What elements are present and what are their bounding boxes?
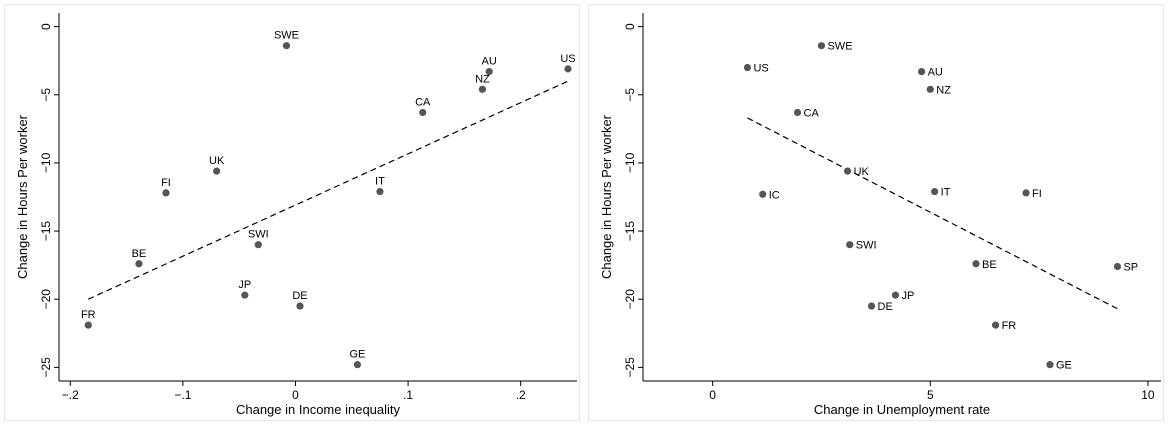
y-tick-label: −5: [39, 88, 53, 102]
x-tick-label: .1: [403, 388, 413, 402]
y-tick-label: −10: [39, 152, 53, 173]
data-point-label: FR: [81, 309, 96, 321]
data-point-label: NZ: [936, 84, 951, 96]
fitted-trend-line: [88, 80, 569, 300]
data-point-label: SWI: [248, 229, 269, 241]
data-point-ge: [353, 361, 362, 369]
right-scatter-plot: 0 −5 −10 −15 −20 −25 0 5 10 Change in Unemploymen…: [599, 13, 1161, 417]
y-tick-label: −10: [623, 152, 637, 173]
y-tick-label: 0: [623, 23, 637, 30]
data-point-label: SWE: [827, 41, 852, 53]
data-point-it: [376, 187, 384, 196]
y-axis-title: Change in Hours Per worker: [15, 114, 30, 279]
data-point-ge: [1046, 361, 1054, 369]
data-point-be: [135, 260, 143, 268]
x-axis-title: Change in Unemployment rate: [814, 402, 990, 417]
data-point-label: SP: [1123, 262, 1138, 274]
data-point-de: [867, 302, 876, 310]
data-point-label: US: [753, 63, 768, 75]
x-tick-label: 0: [709, 388, 716, 402]
data-point-de: [296, 302, 304, 310]
x-tick-label: .2: [516, 388, 526, 402]
data-point-swe: [817, 42, 826, 50]
data-point-label: US: [560, 53, 575, 65]
data-point-label: IC: [769, 189, 780, 201]
left-scatter-panel: 0 −5 −10 −15 −20 −25 −.2 −.1 0 .1 .2 Change in Inco…: [4, 4, 580, 421]
x-tick-label: −.2: [62, 388, 79, 402]
data-point-ca: [419, 108, 427, 117]
y-tick-label: −20: [623, 289, 637, 310]
y-tick-label: −25: [39, 357, 53, 378]
y-tick-label: 0: [39, 23, 53, 30]
data-point-au: [485, 68, 493, 76]
x-axis-title: Change in Income inequality: [236, 402, 401, 417]
y-tick-label: −25: [623, 357, 637, 378]
data-point-label: CA: [804, 107, 820, 119]
y-tick-label: −15: [39, 221, 53, 242]
data-point-label: NZ: [475, 73, 490, 85]
y-axis-title: Change in Hours Per worker: [599, 114, 614, 279]
right-scatter-panel: 0 −5 −10 −15 −20 −25 0 5 10 Change in Unemploymen…: [588, 4, 1164, 421]
data-point-label: JP: [238, 279, 251, 291]
data-point-label: BE: [982, 259, 997, 271]
data-point-au: [917, 68, 926, 76]
data-point-swi: [846, 241, 854, 249]
data-point-us: [743, 63, 752, 72]
data-point-us: [564, 65, 572, 73]
y-tick-label: −15: [623, 221, 637, 242]
data-point-sp: [1113, 262, 1122, 271]
data-point-label: FR: [1002, 320, 1017, 332]
data-point-label: GE: [349, 349, 365, 361]
data-point-nz: [926, 85, 934, 93]
data-point-fr: [991, 321, 1000, 329]
data-point-label: SWE: [274, 30, 299, 42]
y-tick-label: −5: [623, 88, 637, 102]
fitted-trend-line: [747, 117, 1118, 310]
data-point-label: DE: [878, 301, 893, 313]
x-tick-label: 10: [1141, 388, 1155, 402]
data-point-label: GE: [1056, 360, 1072, 372]
data-point-label: JP: [901, 290, 914, 302]
data-point-label: IT: [941, 187, 951, 199]
data-point-label: IT: [375, 176, 385, 188]
data-point-swi: [254, 241, 262, 249]
data-point-label: CA: [415, 96, 431, 108]
x-tick-label: 0: [292, 388, 299, 402]
data-point-label: DE: [292, 290, 307, 302]
x-tick-label: 5: [927, 388, 934, 402]
data-point-fi: [1022, 189, 1030, 197]
data-point-label: AU: [482, 56, 497, 68]
data-point-it: [931, 187, 939, 196]
data-point-nz: [478, 85, 487, 93]
data-point-swe: [282, 42, 291, 50]
data-point-jp: [241, 291, 249, 299]
left-scatter-plot: 0 −5 −10 −15 −20 −25 −.2 −.1 0 .1 .2 Change in Inco…: [15, 13, 577, 417]
data-point-label: BE: [132, 248, 147, 260]
data-point-fi: [162, 189, 170, 197]
x-tick-label: −.1: [174, 388, 191, 402]
data-point-label: UK: [209, 155, 225, 167]
y-tick-label: −20: [39, 289, 53, 310]
data-point-label: FI: [161, 177, 171, 189]
data-point-jp: [891, 291, 900, 299]
data-point-uk: [843, 167, 852, 175]
data-point-uk: [213, 167, 221, 175]
data-point-fr: [84, 321, 92, 329]
data-point-label: AU: [928, 67, 943, 79]
data-point-ic: [759, 190, 767, 198]
data-point-be: [972, 260, 980, 268]
data-point-label: UK: [854, 166, 870, 178]
data-point-label: SWI: [856, 240, 877, 252]
data-point-label: FI: [1032, 188, 1042, 200]
data-point-ca: [793, 108, 802, 117]
